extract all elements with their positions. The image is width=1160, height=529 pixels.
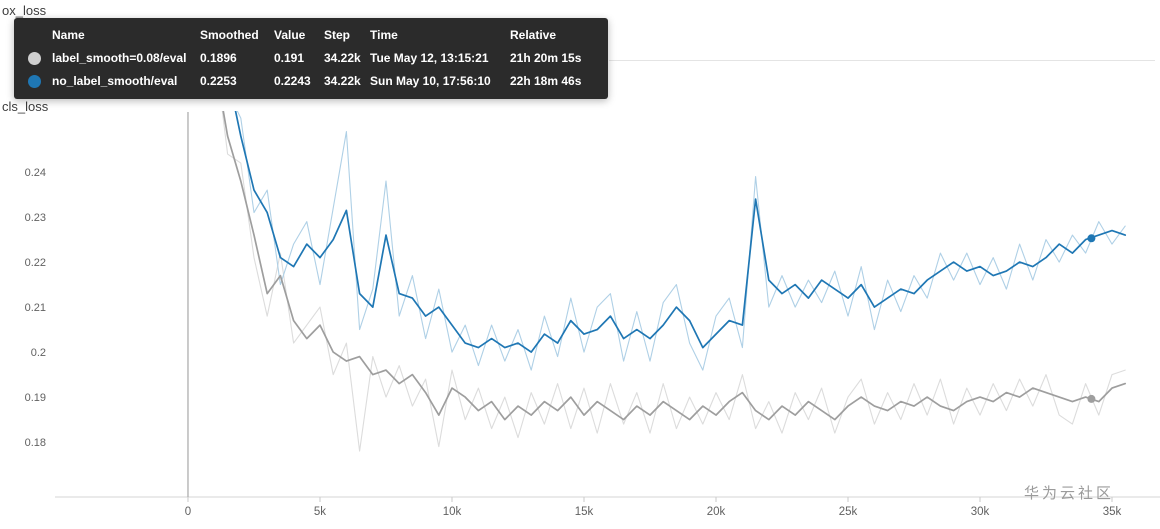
- y-tick-label: 0.23: [25, 212, 46, 224]
- y-tick-label: 0.19: [25, 392, 46, 404]
- tooltip-header-value: Value: [274, 28, 306, 42]
- y-tick-label: 0.22: [25, 257, 46, 269]
- chart-title-box-loss: ox_loss: [2, 3, 47, 18]
- tooltip-header-name: Name: [52, 28, 85, 42]
- run-color-dot-blue: [28, 75, 41, 88]
- x-tick-label: 25k: [839, 506, 858, 518]
- y-tick-label: 0.2: [31, 347, 46, 359]
- tooltip-run-name: no_label_smooth/eval: [52, 74, 178, 88]
- x-tick-label: 15k: [575, 506, 594, 518]
- x-tick-label: 30k: [971, 506, 990, 518]
- y-tick-label: 0.24: [25, 167, 46, 179]
- series-line-smoothed: [222, 111, 1127, 421]
- tooltip-run-name: label_smooth=0.08/eval: [52, 51, 187, 65]
- tooltip-step: 34.22k: [324, 51, 361, 65]
- tooltip-time: Sun May 10, 17:56:10: [370, 74, 491, 88]
- tooltip-smoothed-value: 0.1896: [200, 51, 237, 65]
- tooltip-step: 34.22k: [324, 74, 361, 88]
- tooltip-header-relative: Relative: [510, 28, 557, 42]
- series-line-smoothed: [234, 111, 1127, 353]
- hover-marker: [1087, 394, 1096, 403]
- card-divider: [609, 60, 1155, 61]
- chart-title-cls-loss: cls_loss: [2, 99, 49, 114]
- tooltip-value: 0.191: [274, 51, 305, 65]
- y-tick-label: 0.18: [25, 437, 46, 449]
- tooltip-header-spacer: [22, 24, 52, 47]
- y-tick-label: 0.21: [25, 302, 46, 314]
- tooltip-time: Tue May 12, 13:15:21: [370, 51, 489, 65]
- x-tick-label: 0: [185, 506, 191, 518]
- tooltip-header-time: Time: [370, 28, 398, 42]
- tooltip-relative: 21h 20m 15s: [510, 51, 582, 65]
- watermark: 华为云社区: [1023, 485, 1114, 502]
- x-tick-label: 5k: [314, 506, 326, 518]
- x-tick-label: 35k: [1103, 506, 1122, 518]
- x-tick-label: 10k: [443, 506, 462, 518]
- tooltip-value: 0.2243: [274, 74, 311, 88]
- x-tick-label: 20k: [707, 506, 726, 518]
- tooltip-header-step: Step: [324, 28, 351, 42]
- tooltip-smoothed-value: 0.2253: [200, 74, 237, 88]
- hover-marker: [1087, 234, 1096, 243]
- tooltip-relative: 22h 18m 46s: [510, 74, 582, 88]
- run-color-dot-gray: [28, 52, 41, 65]
- hover-tooltip: Name Smoothed Value Step Time Relative l…: [14, 18, 608, 99]
- tooltip-header-smoothed: Smoothed: [200, 28, 259, 42]
